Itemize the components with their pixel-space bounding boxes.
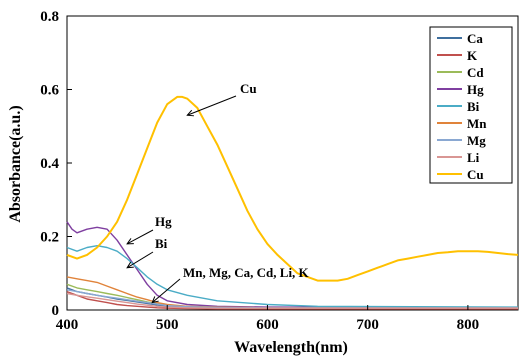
annotation-arrowhead [151, 296, 159, 304]
x-tick-label: 600 [256, 317, 279, 333]
legend-label-mg: Mg [467, 133, 486, 148]
x-axis-ticks: 400 500 600 700 800 [56, 305, 479, 333]
series-line-li [66, 292, 518, 309]
annotation-arrow [187, 95, 237, 116]
series-line-cu [66, 95, 519, 282]
annotation-label: Bi [155, 236, 168, 251]
legend-label-cu: Cu [467, 167, 484, 182]
y-tick-label: 0.8 [40, 9, 59, 25]
series-line-bi [66, 244, 519, 308]
y-axis-ticks: 0 0.2 0.4 0.6 0.8 [40, 9, 72, 319]
x-tick-label: 500 [156, 317, 179, 333]
x-tick-label: 800 [457, 317, 480, 333]
x-axis-title: Wavelength(nm) [234, 339, 348, 356]
y-tick-label: 0.6 [40, 83, 59, 99]
annotation-label: Hg [155, 214, 172, 229]
legend-label-cd: Cd [467, 65, 484, 80]
legend-label-hg: Hg [467, 82, 484, 97]
x-tick-label: 400 [56, 317, 79, 333]
annotation-label: Cu [240, 81, 257, 96]
x-tick-label: 700 [356, 317, 379, 333]
legend-label-bi: Bi [467, 99, 480, 114]
series-layer [66, 95, 519, 310]
annotation-arrowhead [186, 109, 194, 117]
legend: Ca K Cd Hg Bi Mn Mg Li Cu [429, 26, 513, 184]
y-axis-title: Absorbance(a.u.) [7, 105, 24, 222]
y-tick-label: 0.4 [40, 156, 59, 172]
annotation-label: Mn, Mg, Ca, Cd, Li, K [183, 265, 310, 280]
y-tick-label: 0.2 [40, 230, 59, 246]
y-tick-label: 0 [52, 303, 60, 319]
series-line-mg [66, 289, 518, 309]
annotation-arrowhead [126, 261, 134, 269]
legend-label-ca: Ca [467, 31, 483, 46]
legend-label-mn: Mn [467, 116, 487, 131]
legend-label-li: Li [467, 150, 480, 165]
annotation-arrow [126, 229, 154, 245]
annotations: Cu Hg Bi Mn, Mg, Ca, Cd, Li, K [126, 81, 310, 304]
annotation-arrow [151, 278, 181, 304]
annotation-arrowhead [126, 238, 134, 245]
annotation-arrow [126, 251, 154, 269]
legend-label-k: K [467, 48, 478, 63]
